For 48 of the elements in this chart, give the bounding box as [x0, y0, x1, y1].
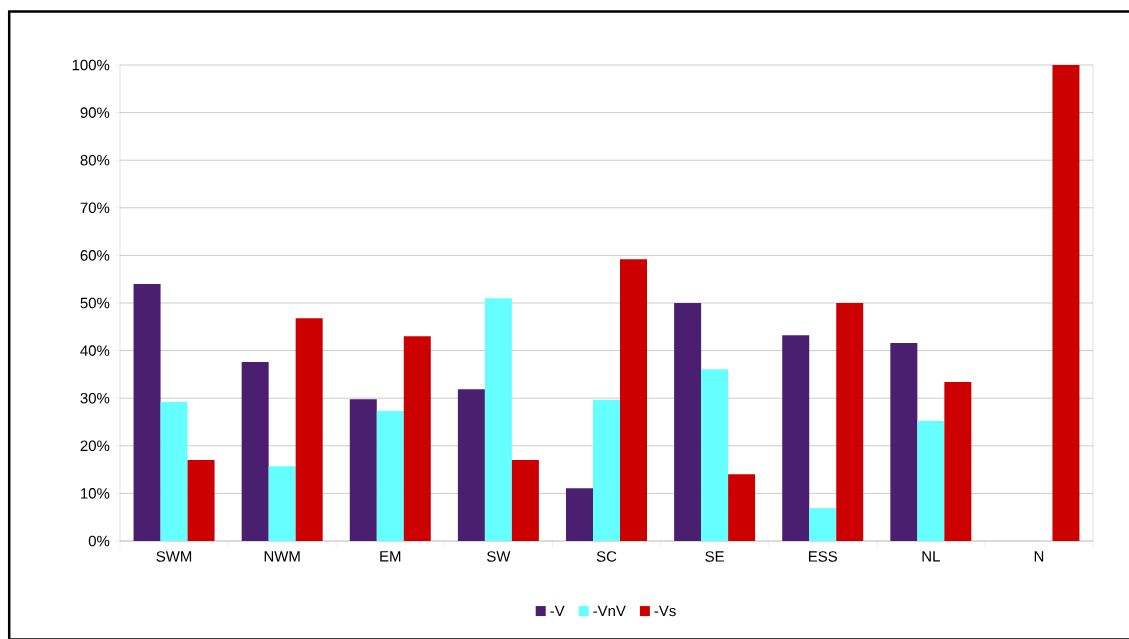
bar [944, 382, 972, 541]
bar [809, 508, 837, 541]
bar [403, 336, 431, 541]
x-tick-label: NL [922, 551, 940, 562]
legend-label: -VnV [593, 605, 626, 617]
bar [133, 283, 161, 541]
y-tick-label: 60% [80, 250, 110, 261]
bar [295, 318, 323, 541]
y-tick-label: 0% [88, 535, 110, 547]
x-tick-label: SW [487, 551, 511, 562]
bar [268, 466, 296, 541]
x-tick-label: ESS [809, 551, 837, 562]
bar [457, 389, 485, 541]
y-tick-label: 40% [80, 345, 110, 356]
bar [620, 259, 647, 541]
x-tick-label: SE [705, 551, 724, 562]
bar [728, 474, 756, 541]
y-tick-label: 70% [80, 202, 110, 214]
y-tick-label: 90% [80, 107, 110, 118]
y-tick-label: 80% [80, 154, 110, 166]
bar [376, 411, 404, 541]
bar [1052, 64, 1080, 541]
bar [782, 335, 810, 541]
bar [241, 362, 269, 541]
bar [349, 399, 377, 541]
bar [593, 400, 620, 541]
bar [187, 460, 215, 541]
bar [836, 303, 864, 541]
y-tick-label: 50% [80, 297, 110, 309]
legend-label: -Vs [654, 605, 676, 617]
bar [701, 369, 729, 541]
bar [674, 303, 702, 541]
y-tick-label: 10% [81, 488, 110, 499]
x-tick-label: N [1034, 551, 1044, 562]
bar [917, 421, 945, 541]
y-tick-label: 20% [80, 440, 110, 452]
x-tick-label: EM [380, 551, 401, 562]
x-tick-label: SC [596, 551, 617, 562]
bar [160, 402, 188, 541]
x-tick-label: NWM [264, 551, 300, 562]
y-tick-label: 100% [72, 59, 110, 71]
x-tick-label: SWM [156, 551, 192, 562]
y-tick-label: 30% [80, 392, 110, 404]
bar [566, 488, 593, 541]
legend-label: -V [550, 605, 565, 617]
bar [890, 342, 918, 541]
bar [511, 460, 539, 541]
bar [484, 298, 512, 541]
